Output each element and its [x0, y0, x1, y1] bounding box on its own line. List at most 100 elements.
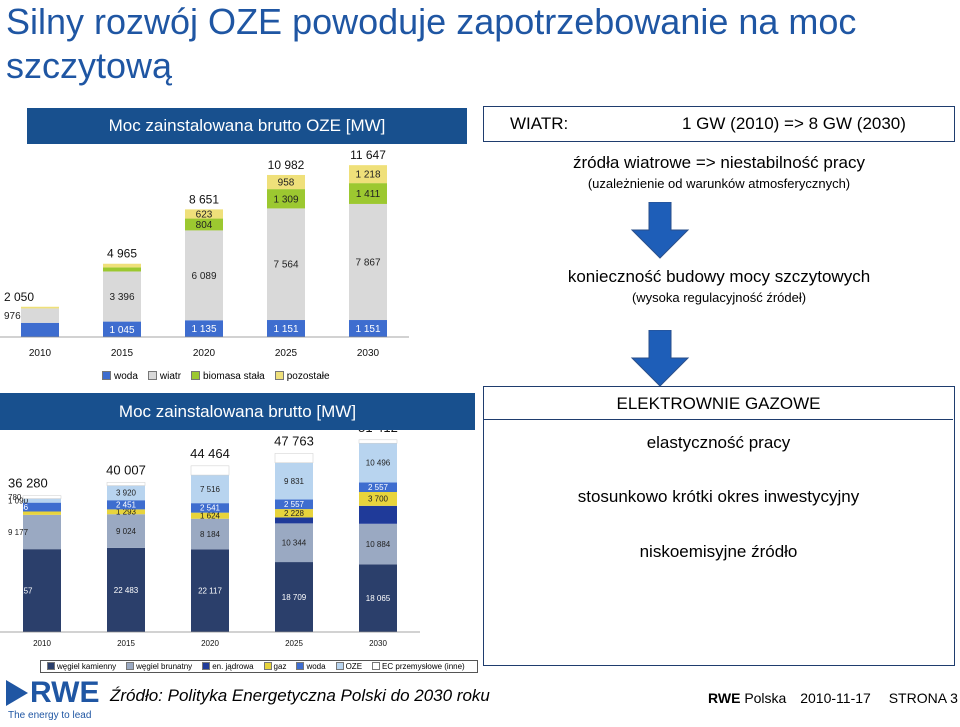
- bar-w-giel-kamienny-2020: [191, 549, 229, 632]
- x-tick-2025: 2025: [275, 348, 298, 359]
- data-label-w-giel-brunatny-2010: 9 177: [8, 528, 29, 537]
- bar-w-giel-kamienny-2030: [359, 564, 397, 632]
- data-label-w-giel-kamienny-2030: 18 065: [366, 594, 391, 603]
- x-tick-2015: 2015: [111, 348, 134, 359]
- gas-panel-divider: [484, 419, 953, 420]
- bar-ec-przemys-owe-inne--2010: [22, 495, 62, 499]
- data-label-w-giel-brunatny-2020: 8 184: [200, 530, 221, 539]
- wind-line-2: konieczność budowy mocy szczytowych: [567, 267, 871, 286]
- bar-oze-2020: [191, 475, 229, 504]
- gas-panel-header: ELEKTROWNIE GAZOWE: [616, 394, 821, 413]
- legend-label-ec-przemys-owe-inne-: EC przemysłowe (inne): [382, 662, 465, 671]
- bar-gaz-2015: [107, 509, 145, 515]
- bar-wiatr-2030: [349, 203, 387, 321]
- bar-w-giel-kamienny-2010: [23, 549, 61, 632]
- bar-w-giel-brunatny-2025: [275, 523, 313, 563]
- x-tick-2020: 2020: [201, 639, 219, 648]
- legend-label-wiatr: wiatr: [159, 371, 182, 382]
- legend-swatch-oze: [335, 662, 344, 670]
- bar-ec-przemys-owe-inne--2030: [358, 439, 398, 444]
- data-label-pozosta-e-2020: 623: [196, 209, 213, 220]
- top-chart-legend: woda wiatr biomasa stała pozostałe: [100, 371, 400, 382]
- bar-gaz-2025: [275, 509, 313, 518]
- legend-swatch-woda: [296, 662, 305, 670]
- legend-label-w-giel-kamienny: węgiel kamienny: [57, 662, 117, 671]
- total-label-2015: 40 007: [106, 462, 146, 477]
- total-label-2015: 4 965: [107, 247, 137, 261]
- legend-swatch-ec-przemys-owe-inne-: [372, 662, 381, 670]
- data-label-ec-przemys-owe-inne--2010: 780: [8, 493, 22, 502]
- total-label-2010: 2 050: [4, 290, 34, 304]
- top-chart-title: Moc zainstalowana brutto OZE [MW]: [108, 116, 386, 135]
- bar-w-giel-kamienny-2025: [275, 562, 313, 632]
- legend-label-w-giel-brunatny: węgiel brunatny: [136, 662, 193, 671]
- data-label-oze-2025: 9 831: [284, 477, 305, 486]
- rwe-logo-tagline: The energy to lead: [8, 710, 92, 721]
- data-label-woda-2030: 2 557: [368, 483, 389, 492]
- total-label-2030: 51 412: [358, 430, 398, 435]
- total-label-2025: 47 763: [274, 433, 314, 448]
- data-label-w-giel-kamienny-2020: 22 117: [198, 586, 222, 595]
- gas-panel: ELEKTROWNIE GAZOWE elastyczność pracy st…: [483, 386, 955, 666]
- bar-woda-2015: [103, 321, 141, 337]
- arrow-down-icon: [630, 330, 690, 387]
- data-label-w-giel-kamienny-2025: 18 709: [282, 593, 307, 602]
- rwe-logo-text: RWE: [30, 676, 100, 709]
- x-tick-2020: 2020: [193, 348, 216, 359]
- bar-ec-przemys-owe-inne--2020: [190, 465, 230, 476]
- legend-label-biomasa-sta-a: biomasa stała: [203, 371, 265, 382]
- x-tick-2015: 2015: [117, 639, 135, 648]
- bar-wiatr-2010: [21, 308, 59, 323]
- data-label-wiatr-2030: 7 867: [355, 257, 380, 268]
- bottom-chart-legend: węgiel kamienny węgiel brunatny en. jądrow…: [40, 660, 478, 673]
- x-tick-2030: 2030: [357, 348, 380, 359]
- legend-label-woda: woda: [306, 662, 326, 671]
- bar-en-j-drowa-2025: [275, 517, 313, 524]
- wind-header-label: WIATR:: [510, 114, 569, 133]
- bar-biomasa-sta-a-2015: [103, 267, 141, 272]
- bar-wiatr-2015: [103, 271, 141, 322]
- bar-biomasa-sta-a-2030: [349, 183, 387, 204]
- bar-pozosta-e-2030: [349, 165, 387, 184]
- top-chart-header: Moc zainstalowana brutto OZE [MW]: [27, 108, 467, 144]
- bar-w-giel-brunatny-2030: [359, 523, 397, 565]
- bottom-chart-header: Moc zainstalowana brutto [MW]: [0, 393, 475, 430]
- legend-swatch-gaz: [263, 662, 272, 670]
- bar-gaz-2020: [191, 512, 229, 519]
- data-label-gaz-2020: 1 624: [200, 511, 221, 520]
- bar-pozosta-e-2020: [185, 209, 223, 219]
- legend-label-en-j-drowa: en. jądrowa: [212, 662, 254, 671]
- bar-pozosta-e-2025: [267, 174, 305, 190]
- data-label-woda-2030: 1 151: [355, 324, 380, 335]
- data-label-woda-2015: 1 045: [109, 325, 134, 336]
- bar-biomasa-sta-a-2020: [185, 218, 223, 231]
- legend-label-woda: woda: [114, 371, 138, 382]
- gas-item-low-emission: niskoemisyjne źródło: [639, 542, 798, 561]
- footer-country: Polska: [744, 690, 787, 706]
- bar-oze-2030: [359, 443, 397, 483]
- bar-gaz-2030: [359, 492, 397, 506]
- data-label-pozosta-e-2030: 1 218: [355, 170, 380, 181]
- wind-line-2-sub: (wysoka regulacyjność źródeł): [631, 290, 807, 305]
- data-label-pozosta-e-2025: 958: [278, 178, 295, 189]
- data-label-gaz-2025: 2 228: [284, 509, 305, 518]
- bar-oze-2025: [275, 462, 313, 500]
- data-label-oze-2010: 1 090: [8, 496, 29, 505]
- data-label-wiatr-2010: 976: [4, 311, 21, 322]
- source-note: Źródło: Polityka Energetyczna Polski do …: [110, 686, 490, 705]
- bar-woda-2030: [349, 320, 387, 337]
- data-label-woda-2015: 2 451: [116, 501, 137, 510]
- rwe-logo: RWE The energy to lead: [6, 676, 100, 724]
- data-label-oze-2015: 3 920: [116, 489, 137, 498]
- bar-w-giel-brunatny-2015: [107, 514, 145, 548]
- data-label-woda-2025: 1 151: [273, 324, 298, 335]
- x-tick-2030: 2030: [369, 639, 387, 648]
- bar-woda-2010: [21, 322, 59, 337]
- bar-oze-2015: [107, 485, 145, 501]
- data-label-gaz-2015: 1 293: [116, 508, 137, 517]
- bar-woda-2030: [359, 482, 397, 493]
- bar-woda-2020: [185, 320, 223, 337]
- bar-pozosta-e-2010: [21, 306, 59, 309]
- bar-w-giel-brunatny-2010: [23, 514, 61, 550]
